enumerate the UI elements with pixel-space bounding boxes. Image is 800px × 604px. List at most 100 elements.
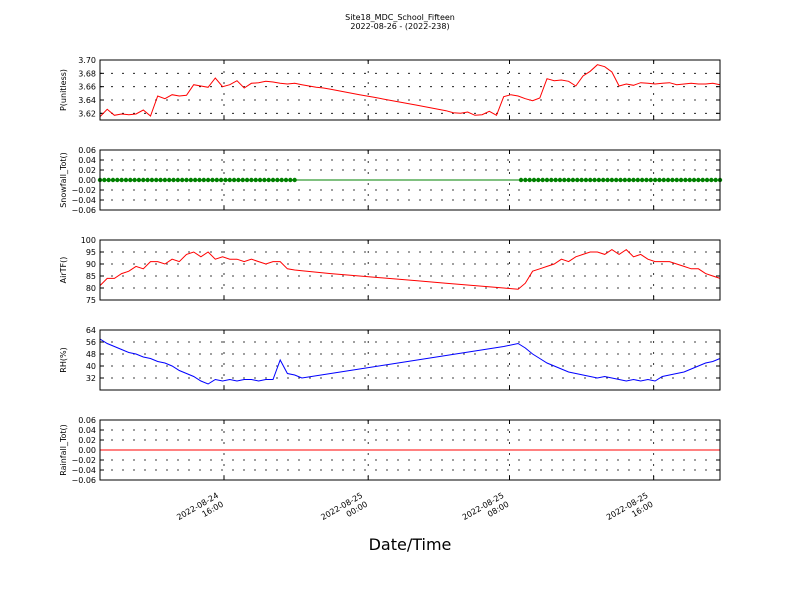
data-point — [270, 177, 276, 183]
y-axis-label: P(unitless) — [59, 69, 68, 111]
data-point — [179, 177, 185, 183]
plot-frame — [99, 59, 721, 121]
y-tick-label: 90 — [86, 260, 96, 269]
data-point — [687, 177, 692, 183]
data-point — [583, 177, 589, 183]
data-point — [253, 177, 258, 183]
data-point — [575, 177, 580, 183]
data-point — [531, 177, 537, 183]
series-line — [99, 248, 721, 290]
data-point — [175, 177, 181, 183]
y-tick-label: −0.04 — [71, 196, 96, 205]
y-tick-label: 0.02 — [78, 436, 96, 445]
data-point — [557, 177, 563, 183]
data-point — [210, 177, 215, 183]
data-point — [279, 177, 284, 183]
data-point — [123, 177, 129, 183]
data-point — [665, 177, 671, 183]
data-point — [205, 177, 211, 183]
data-point — [626, 177, 632, 183]
data-point — [167, 177, 172, 183]
data-point — [523, 177, 528, 183]
y-tick-label: −0.06 — [71, 206, 96, 215]
y-tick-label: −0.04 — [71, 466, 96, 475]
y-tick-label: 80 — [86, 284, 96, 293]
data-point — [588, 177, 593, 183]
y-tick-label: 3.64 — [78, 96, 96, 105]
data-point — [227, 177, 232, 183]
data-point — [648, 177, 653, 183]
data-point — [657, 177, 662, 183]
data-point — [631, 177, 636, 183]
data-point — [618, 177, 623, 183]
series-line — [99, 338, 721, 385]
data-point — [257, 177, 263, 183]
data-point — [605, 177, 610, 183]
data-point — [236, 177, 241, 183]
data-point — [553, 177, 558, 183]
data-point — [713, 177, 718, 183]
data-point — [249, 177, 254, 183]
data-point — [218, 177, 224, 183]
plot-frame — [99, 149, 721, 211]
data-point — [171, 177, 176, 183]
data-point — [644, 177, 649, 183]
data-point — [292, 177, 297, 183]
y-tick-label: 3.62 — [78, 109, 96, 118]
panel-1: 3.62 3.64 3.66 3.68 3.70 P(unitless) — [59, 56, 721, 121]
data-point — [670, 177, 675, 183]
data-point — [244, 177, 250, 183]
data-point — [192, 177, 198, 183]
data-point — [570, 177, 576, 183]
data-point — [635, 177, 641, 183]
data-point — [275, 177, 280, 183]
y-tick-label: 0.06 — [78, 416, 96, 425]
data-point — [691, 177, 697, 183]
data-point — [201, 177, 207, 183]
data-point — [154, 177, 159, 183]
data-point — [288, 177, 293, 183]
y-tick-label: 0.04 — [78, 156, 96, 165]
y-axis-label: AirTF() — [59, 257, 68, 284]
data-point — [540, 177, 545, 183]
y-tick-label: 3.68 — [78, 69, 96, 78]
data-point — [158, 177, 163, 183]
y-tick-label: 32 — [86, 374, 96, 383]
y-tick-label: 85 — [86, 272, 96, 281]
y-tick-label: 0.00 — [78, 176, 96, 185]
data-point — [184, 177, 189, 183]
data-point — [661, 177, 666, 183]
y-tick-label: −0.06 — [71, 476, 96, 485]
y-tick-label: 0.06 — [78, 146, 96, 155]
plot-frame — [99, 419, 721, 481]
data-point — [674, 177, 679, 183]
data-point — [283, 177, 289, 183]
data-point — [704, 177, 710, 183]
data-point — [115, 177, 120, 183]
y-tick-label: 75 — [86, 296, 96, 305]
data-point — [262, 177, 267, 183]
data-point — [136, 177, 142, 183]
chart-subtitle: 2022-08-26 - (2022-238) — [350, 22, 449, 31]
data-point — [639, 177, 645, 183]
data-point — [622, 177, 628, 183]
data-point — [102, 177, 107, 183]
data-point — [592, 177, 597, 183]
data-point — [223, 177, 228, 183]
data-point — [549, 177, 554, 183]
plot-frame — [99, 329, 721, 391]
chart-title: Site18_MDC_School_Fifteen — [345, 13, 455, 22]
data-point — [609, 177, 615, 183]
y-tick-label: 0.04 — [78, 426, 96, 435]
data-point — [566, 177, 571, 183]
data-point — [709, 177, 714, 183]
data-point — [240, 177, 245, 183]
x-axis-label: Date/Time — [369, 535, 452, 554]
y-tick-label: 100 — [81, 236, 96, 245]
data-point — [536, 177, 541, 183]
y-tick-label: 95 — [86, 248, 96, 257]
data-point — [145, 177, 150, 183]
panel-3: 75 80 85 90 95 100 AirTF() — [59, 236, 721, 305]
